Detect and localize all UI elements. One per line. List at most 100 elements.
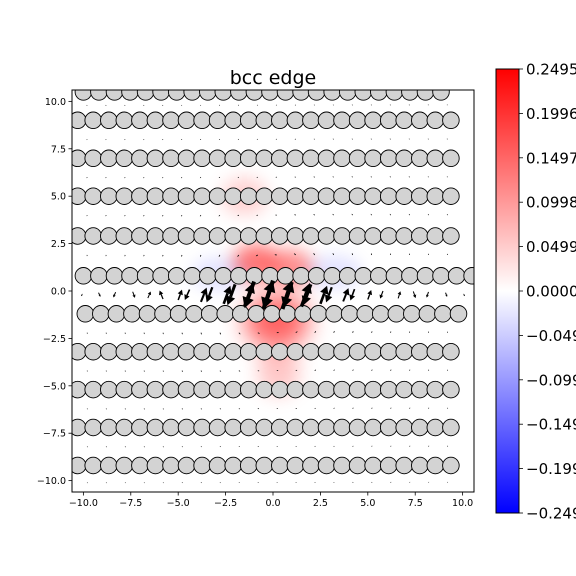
core-arrow-head xyxy=(397,291,402,295)
colorbar-tick-label: 0.1996 xyxy=(526,105,576,123)
atom xyxy=(208,227,227,245)
atom xyxy=(193,187,211,205)
atom xyxy=(364,111,382,130)
field-arrow xyxy=(352,369,354,371)
atom xyxy=(224,456,242,475)
atom xyxy=(84,111,102,130)
y-tick-label: 0.0 xyxy=(51,287,66,298)
atom xyxy=(411,418,429,437)
atom xyxy=(442,418,460,437)
atom xyxy=(416,267,435,285)
field-arrow-head xyxy=(106,371,107,372)
field-arrow-head xyxy=(371,407,373,409)
field-arrow-head xyxy=(427,213,429,215)
atom xyxy=(442,149,460,168)
field-arrow xyxy=(294,253,297,256)
field-arrow-head xyxy=(237,139,239,140)
x-tick-label: 0.0 xyxy=(265,498,280,509)
field-arrow-head xyxy=(315,330,317,333)
atom xyxy=(411,380,429,399)
field-arrow xyxy=(313,214,315,216)
field-arrow xyxy=(181,408,183,410)
atom xyxy=(323,267,341,285)
field-arrow-head xyxy=(313,138,315,140)
core-arrow-head xyxy=(200,287,208,296)
core-arrow xyxy=(186,289,191,296)
atom xyxy=(232,305,250,323)
field-arrow xyxy=(314,369,316,371)
field-arrow-head xyxy=(370,253,372,255)
atom xyxy=(224,227,242,245)
atom xyxy=(193,418,211,437)
field-arrow-head xyxy=(315,369,317,371)
core-arrow xyxy=(208,286,214,297)
core-arrow xyxy=(342,293,347,302)
field-arrow-head xyxy=(296,369,298,371)
field-arrow-head xyxy=(105,255,107,257)
field-arrow-head xyxy=(181,177,182,179)
field-arrow-head xyxy=(315,446,316,447)
field-arrow-head xyxy=(200,333,202,335)
atom xyxy=(239,380,258,399)
atom xyxy=(185,305,203,323)
core-arrow xyxy=(177,294,181,301)
field-arrow-head xyxy=(332,252,334,255)
atom xyxy=(286,456,305,475)
atom xyxy=(84,149,102,168)
y-tick-label: −2.5 xyxy=(43,334,66,345)
field-arrow-head xyxy=(143,139,144,141)
field-arrow-head xyxy=(87,371,88,372)
atom xyxy=(177,227,196,245)
atom xyxy=(193,380,211,399)
core-arrow xyxy=(222,292,229,305)
atom xyxy=(385,90,404,101)
atom xyxy=(193,227,211,245)
atom xyxy=(255,456,274,475)
atom xyxy=(263,305,281,323)
atom xyxy=(317,149,336,168)
atom xyxy=(364,342,382,361)
core-arrow xyxy=(81,294,83,297)
field-arrow xyxy=(219,370,221,372)
atom xyxy=(317,111,336,130)
atom xyxy=(333,227,351,245)
field-arrow-head xyxy=(182,371,183,372)
field-arrow xyxy=(333,369,335,371)
core-arrow xyxy=(463,294,465,297)
core-arrow-head xyxy=(463,293,465,295)
atom xyxy=(121,267,139,285)
atom xyxy=(169,305,188,323)
field-arrow-head xyxy=(293,253,296,255)
field-arrow-head xyxy=(277,332,279,334)
field-arrow-head xyxy=(181,255,183,257)
core-arrow xyxy=(98,292,101,296)
atom xyxy=(216,305,234,323)
field-arrow-head xyxy=(143,255,145,257)
atom xyxy=(338,267,357,285)
field-arrow-head xyxy=(86,255,88,257)
y-tick-label: 5.0 xyxy=(51,192,66,203)
x-tick-label: −2.5 xyxy=(214,498,237,509)
field-arrow-head xyxy=(220,446,221,447)
atom xyxy=(115,418,134,437)
field-arrow-head xyxy=(371,369,373,371)
atom xyxy=(152,90,170,101)
core-arrow xyxy=(229,283,237,298)
field-arrow-head xyxy=(390,369,392,371)
atom xyxy=(317,380,336,399)
atom xyxy=(162,456,180,475)
core-arrow xyxy=(113,291,117,296)
field-arrow-head xyxy=(199,139,201,140)
field-arrow-head xyxy=(351,138,353,140)
atom xyxy=(449,305,468,323)
core-arrow-head xyxy=(320,285,329,295)
field-arrow-head xyxy=(124,255,126,257)
field-arrow-head xyxy=(447,369,448,371)
atom xyxy=(224,149,242,168)
core-arrow-head xyxy=(225,295,236,306)
field-arrow-head xyxy=(352,407,354,409)
atom xyxy=(115,380,134,399)
atom xyxy=(442,342,460,361)
atom xyxy=(379,227,398,245)
